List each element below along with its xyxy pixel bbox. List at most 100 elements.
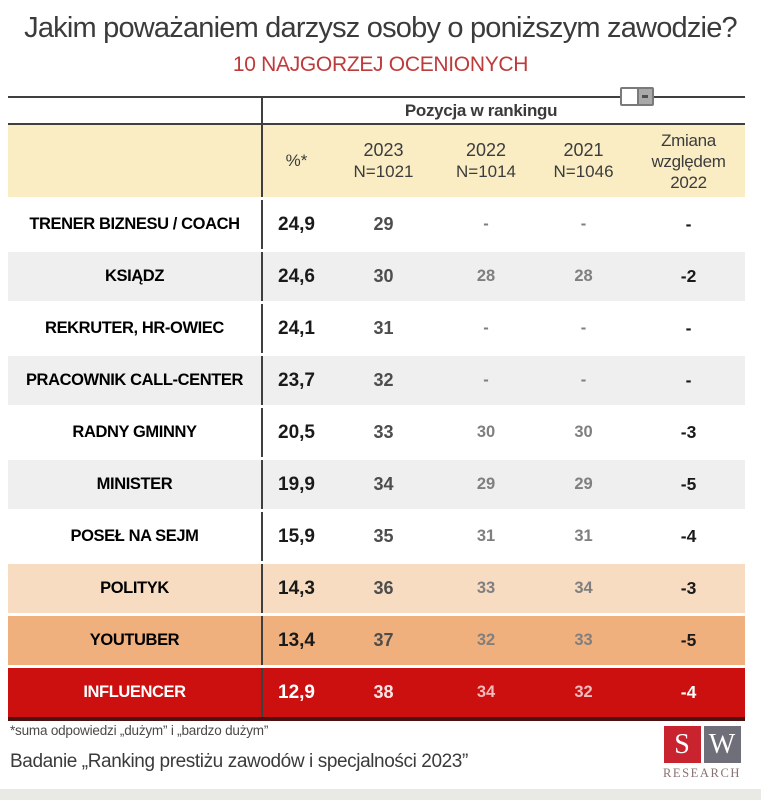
cell-name: RADNY GMINNY — [8, 406, 263, 459]
sw-research-logo-squares: S W — [662, 726, 742, 763]
sw-research-logo: S W RESEARCH — [662, 726, 742, 781]
col-header-2023-n: N=1021 — [353, 162, 414, 181]
cell-y2023: 33 — [373, 422, 394, 442]
col-header-2021: 2021 N=1046 — [535, 124, 633, 199]
cell-y2022: 33 — [476, 579, 496, 597]
cell-pct: 14,3 — [278, 577, 315, 599]
cell-y2023: 30 — [373, 266, 394, 286]
cell-change: -3 — [680, 578, 697, 598]
page-title: Jakim poważaniem darzysz osoby o poniższ… — [24, 12, 738, 44]
cell-name: REKRUTER, HR-OWIEC — [8, 302, 263, 355]
cell-y2021: 32 — [574, 683, 593, 701]
cell-y2022: 34 — [476, 683, 496, 701]
table-row: POSEŁ NA SEJM 15,9 35 31 31 -4 — [8, 510, 746, 563]
embedded-object-icon — [620, 87, 654, 106]
cell-y2021: 29 — [574, 475, 593, 493]
cell-name: POSEŁ NA SEJM — [8, 510, 263, 563]
cell-y2021: 33 — [574, 631, 593, 649]
bottom-strip — [0, 789, 761, 800]
cell-y2021: - — [580, 215, 587, 233]
cell-y2023: 35 — [373, 526, 394, 546]
cell-y2021: - — [580, 371, 587, 389]
table-row: TRENER BIZNESU / COACH 24,9 29 - - - — [8, 198, 746, 251]
cell-name: INFLUENCER — [8, 666, 263, 719]
cell-y2022: - — [483, 371, 489, 389]
cell-change: - — [685, 214, 692, 234]
cell-y2021: 30 — [574, 423, 593, 441]
cell-pct: 23,7 — [278, 369, 315, 391]
source-text: Badanie „Ranking prestiżu zawodów i spec… — [10, 751, 468, 772]
cell-change: -3 — [680, 422, 697, 442]
cell-y2022: 31 — [476, 527, 496, 545]
cell-name: MINISTER — [8, 458, 263, 511]
cell-name: YOUTUBER — [8, 614, 263, 667]
cell-y2023: 32 — [373, 370, 394, 390]
col-header-2022-n: N=1014 — [455, 162, 517, 181]
col-header-change: Zmiana względem 2022 — [632, 124, 746, 199]
cell-y2021: 31 — [574, 527, 593, 545]
cell-name: POLITYK — [8, 562, 263, 615]
cell-change: -4 — [680, 526, 697, 546]
group-header-spacer — [632, 96, 746, 125]
cell-pct: 15,9 — [278, 525, 315, 547]
cell-y2021: 28 — [574, 267, 593, 285]
col-header-2023: 2023 N=1021 — [330, 124, 437, 199]
cell-change: -5 — [680, 630, 697, 650]
table-row: MINISTER 19,9 34 29 29 -5 — [8, 458, 746, 511]
group-header-spacer — [262, 96, 330, 125]
col-header-2022: 2022 N=1014 — [437, 124, 535, 199]
group-header-label: Pozycja w rankingu — [330, 96, 633, 125]
table-row: REKRUTER, HR-OWIEC 24,1 31 - - - — [8, 302, 746, 355]
cell-change: -4 — [680, 682, 697, 702]
footnote: *suma odpowiedzi „dużym” i „bardzo dużym… — [10, 723, 269, 738]
cell-pct: 20,5 — [278, 421, 315, 443]
cell-y2022: - — [483, 319, 489, 337]
logo-w-square: W — [703, 726, 741, 763]
cell-y2022: 29 — [476, 475, 496, 493]
cell-name: KSIĄDZ — [8, 250, 263, 303]
cell-pct: 24,6 — [278, 265, 315, 287]
table-row: PRACOWNIK CALL-CENTER 23,7 32 - - - — [8, 354, 746, 407]
cell-change: -5 — [680, 474, 697, 494]
group-header-row: Pozycja w rankingu — [8, 96, 746, 125]
ranking-table: Pozycja w rankingu %* 2023 N=1021 2022 N… — [8, 87, 746, 721]
cell-y2022: 28 — [476, 267, 496, 285]
page-subtitle: 10 NAJGORZEJ OCENIONYCH — [232, 53, 529, 76]
cell-name: TRENER BIZNESU / COACH — [8, 198, 263, 251]
cell-y2021: - — [580, 319, 587, 337]
ranking-table-grid: Pozycja w rankingu %* 2023 N=1021 2022 N… — [8, 96, 746, 721]
cell-y2022: - — [483, 215, 489, 233]
cell-name: PRACOWNIK CALL-CENTER — [8, 354, 263, 407]
col-header-profession — [8, 124, 263, 199]
cell-pct: 24,1 — [278, 317, 315, 339]
col-header-pct: %* — [262, 124, 330, 199]
cell-y2023: 34 — [373, 474, 394, 494]
cell-change: - — [685, 370, 692, 390]
table-row: RADNY GMINNY 20,5 33 30 30 -3 — [8, 406, 746, 459]
logo-research-label: RESEARCH — [662, 766, 742, 780]
table-row: INFLUENCER 12,9 38 34 32 -4 — [8, 666, 746, 719]
cell-y2022: 30 — [476, 423, 496, 441]
col-header-2021-n: N=1046 — [553, 162, 614, 181]
cell-y2023: 38 — [373, 682, 394, 702]
cell-pct: 12,9 — [278, 681, 315, 703]
cell-change: - — [685, 318, 692, 338]
logo-s-square: S — [663, 726, 701, 763]
col-header-2022-year: 2022 — [465, 140, 507, 160]
col-header-2021-year: 2021 — [563, 140, 604, 160]
cell-pct: 24,9 — [278, 213, 315, 235]
embedded-object-icon-button — [637, 89, 652, 104]
cell-y2022: 32 — [476, 631, 496, 649]
group-header-spacer — [8, 96, 263, 125]
cell-y2023: 37 — [373, 630, 394, 650]
table-row: KSIĄDZ 24,6 30 28 28 -2 — [8, 250, 746, 303]
cell-pct: 19,9 — [278, 473, 315, 495]
table-row: POLITYK 14,3 36 33 34 -3 — [8, 562, 746, 615]
cell-y2023: 29 — [373, 214, 394, 234]
column-header-row: %* 2023 N=1021 2022 N=1014 2021 N=1046 Z… — [8, 124, 746, 199]
cell-pct: 13,4 — [278, 629, 315, 651]
col-header-2023-year: 2023 — [363, 140, 404, 160]
cell-y2023: 36 — [373, 578, 394, 598]
table-row: YOUTUBER 13,4 37 32 33 -5 — [8, 614, 746, 667]
embedded-object-icon-left — [622, 89, 637, 104]
